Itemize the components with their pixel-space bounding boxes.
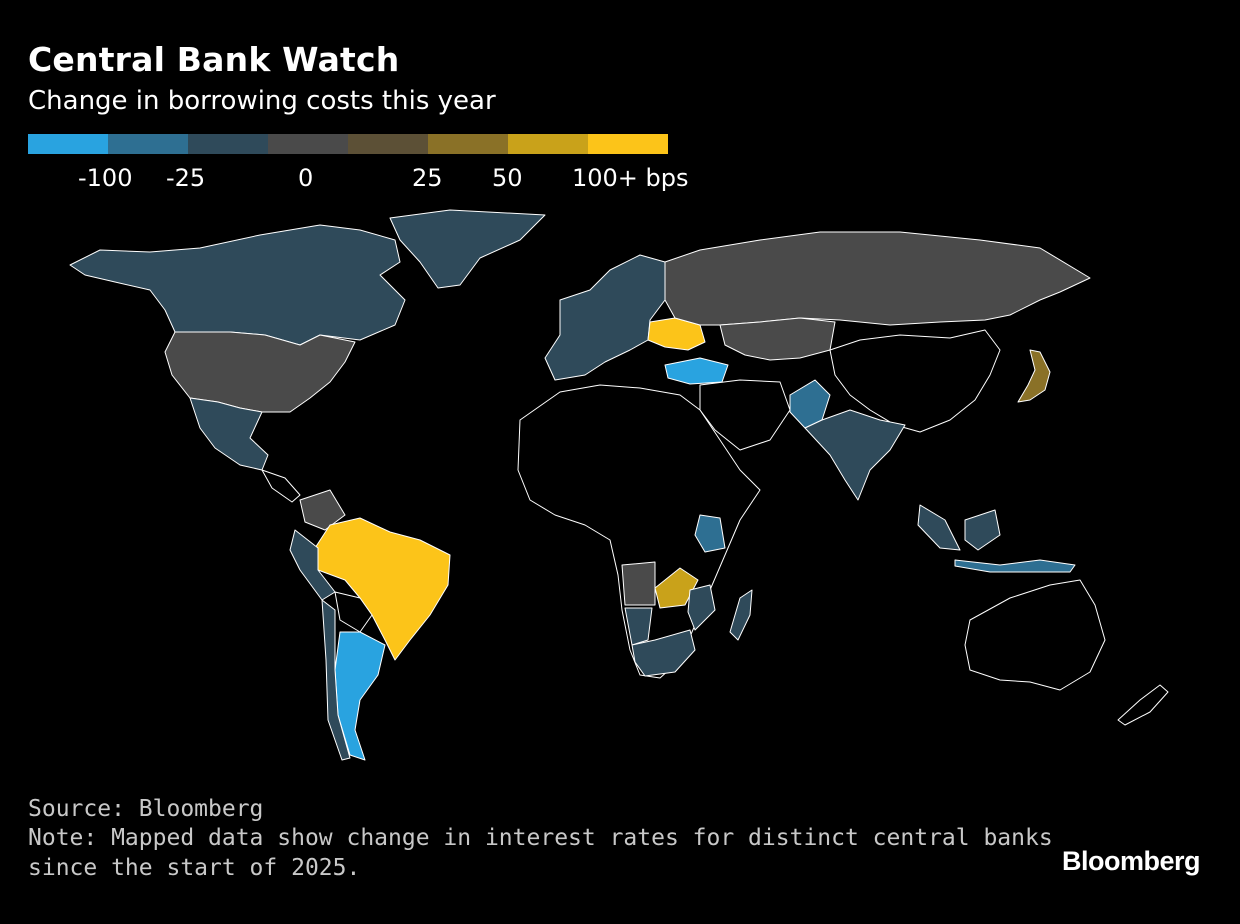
region-kazakhstan (719, 317, 836, 361)
region-chile (321, 599, 351, 761)
legend-swatch (108, 134, 188, 154)
region-mexico (189, 397, 269, 471)
legend-swatch (428, 134, 508, 154)
region-china (829, 329, 1001, 433)
world-choropleth-map (69, 209, 1169, 761)
legend-swatch (588, 134, 668, 154)
methodology-note-continued: since the start of 2025. (28, 855, 361, 881)
region-indonesia (954, 559, 1076, 573)
region-brazil (314, 517, 451, 661)
region-canada (69, 224, 406, 346)
region-colombia (299, 489, 346, 531)
region-australia (964, 579, 1106, 691)
methodology-note: Note: Mapped data show change in interes… (28, 825, 1053, 851)
region-angola (621, 561, 656, 606)
region-peru (289, 529, 336, 601)
legend-swatch (268, 134, 348, 154)
region-turkey (664, 357, 729, 385)
region-namibia (624, 607, 653, 646)
region-borneo (964, 509, 1001, 551)
legend-tick-label: 50 (492, 164, 523, 192)
region-bolivia-paraguay (334, 591, 373, 633)
region-russia (664, 231, 1091, 326)
region-india (804, 409, 906, 501)
color-legend-bar (28, 134, 668, 154)
region-united-states (164, 331, 356, 413)
region-central-america (261, 469, 301, 503)
legend-swatch (188, 134, 268, 154)
legend-swatch (508, 134, 588, 154)
legend-tick-label: 0 (298, 164, 314, 192)
region-greenland (389, 209, 546, 289)
bloomberg-logo: Bloomberg (1061, 846, 1201, 876)
region-europe (544, 254, 666, 381)
region-new-zealand (1117, 684, 1169, 726)
legend-swatch (28, 134, 108, 154)
region-kenya (694, 514, 726, 553)
legend-tick-label: -100 (78, 164, 133, 192)
region-southeast-asia (917, 504, 961, 551)
chart-subtitle: Change in borrowing costs this year (28, 86, 496, 116)
legend-swatch (348, 134, 428, 154)
region-mozambique (687, 584, 716, 631)
chart-title: Central Bank Watch (28, 40, 400, 79)
source-note: Source: Bloomberg (28, 796, 264, 822)
region-madagascar (729, 589, 753, 641)
legend-tick-label: -25 (166, 164, 206, 192)
region-south-africa (631, 629, 696, 677)
region-japan (1017, 349, 1051, 403)
legend-tick-label: 25 (412, 164, 443, 192)
legend-tick-label: 100+ bps (572, 164, 689, 192)
